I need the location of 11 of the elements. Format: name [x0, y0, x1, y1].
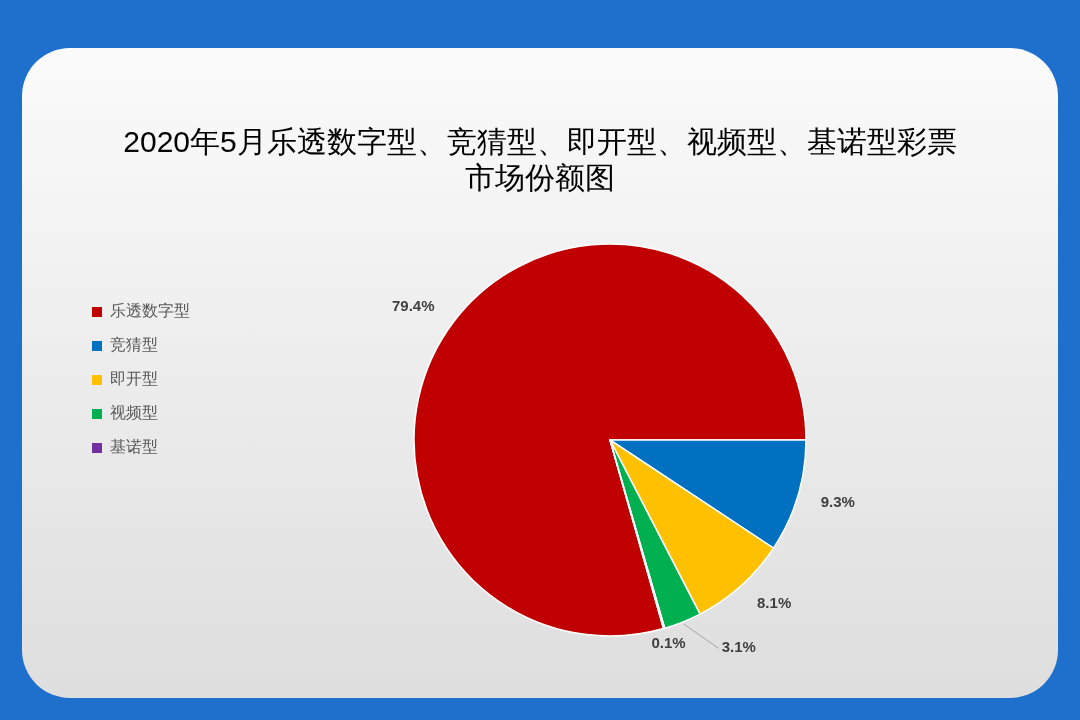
legend-label: 视频型: [110, 404, 158, 422]
data-label: 9.3%: [820, 493, 855, 511]
data-label: 8.1%: [757, 593, 792, 611]
data-label: 3.1%: [721, 638, 756, 656]
data-label: 0.1%: [651, 633, 686, 651]
legend-label: 即开型: [110, 370, 158, 388]
legend-label: 乐透数字型: [110, 302, 190, 320]
legend-label: 基诺型: [110, 438, 158, 456]
data-label: 79.4%: [391, 297, 435, 315]
chart-title: 2020年5月乐透数字型、竞猜型、即开型、视频型、基诺型彩票市场份额图: [123, 125, 957, 194]
legend-label: 竞猜型: [110, 336, 158, 354]
